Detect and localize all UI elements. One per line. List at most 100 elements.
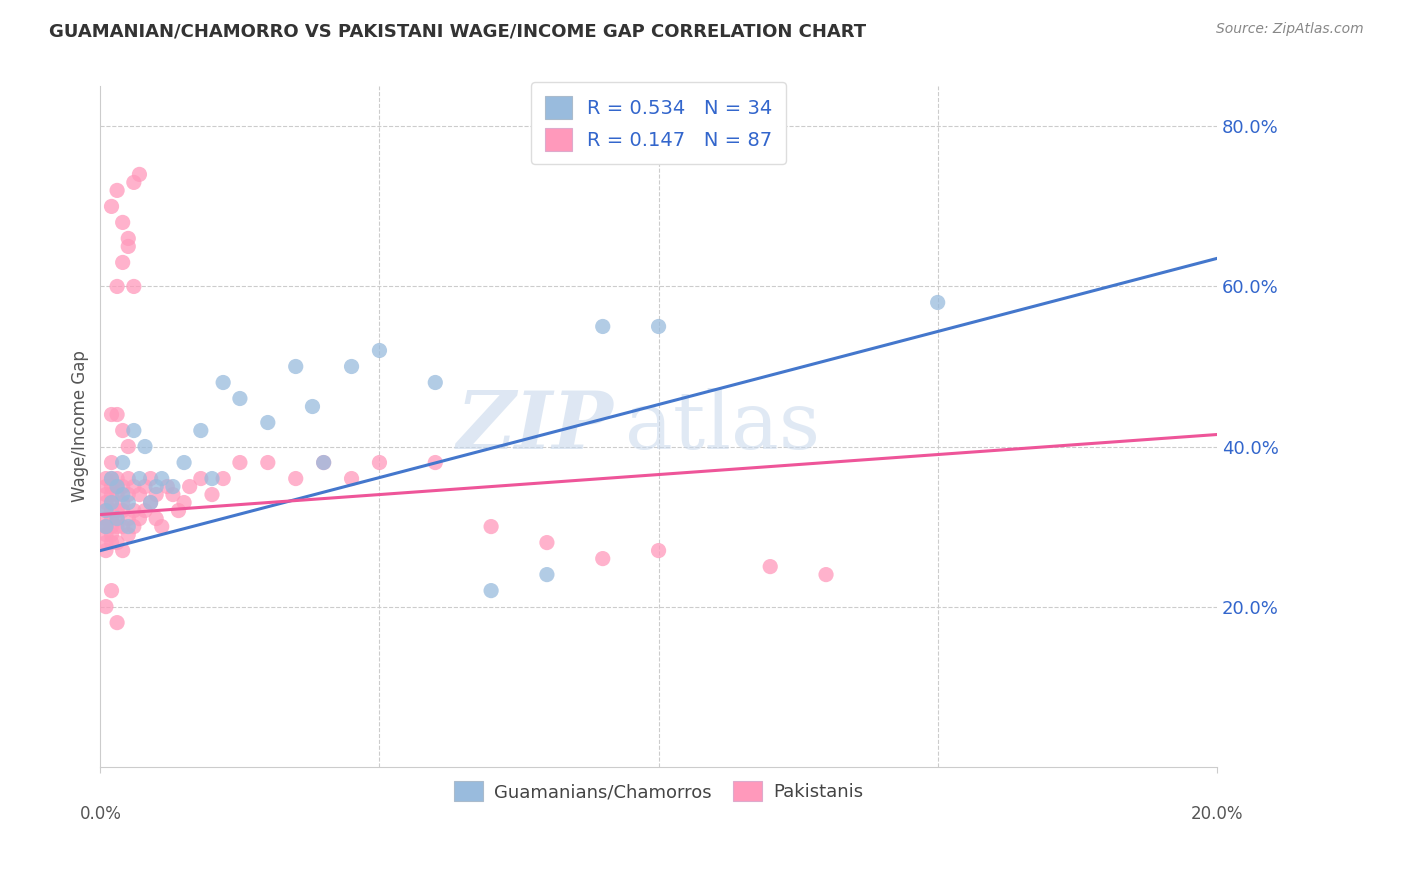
Point (122, 175, 145, 189)
Point (368, 456, 391, 470)
Point (100, 199, 122, 213)
Point (94, 479, 117, 493)
Point (111, 424, 134, 438)
Point (128, 471, 150, 485)
Point (139, 495, 162, 509)
Point (256, 416, 278, 430)
Point (134, 503, 156, 517)
Point (117, 495, 139, 509)
Point (122, 519, 145, 533)
Point (94, 543, 117, 558)
Point (145, 479, 167, 493)
Point (117, 231, 139, 245)
Point (111, 519, 134, 533)
Point (100, 535, 122, 549)
Point (128, 487, 150, 501)
Point (111, 543, 134, 558)
Point (229, 456, 252, 470)
Y-axis label: Wage/Income Gap: Wage/Income Gap (72, 351, 89, 502)
Point (117, 440, 139, 454)
Point (212, 376, 235, 390)
Point (150, 471, 173, 485)
Point (190, 424, 212, 438)
Point (122, 479, 145, 493)
Point (340, 359, 363, 374)
Point (128, 511, 150, 525)
Legend: Guamanians/Chamorros, Pakistanis: Guamanians/Chamorros, Pakistanis (447, 773, 870, 809)
Point (100, 487, 122, 501)
Text: GUAMANIAN/CHAMORRO VS PAKISTANI WAGE/INCOME GAP CORRELATION CHART: GUAMANIAN/CHAMORRO VS PAKISTANI WAGE/INC… (49, 22, 866, 40)
Point (100, 408, 122, 422)
Point (100, 479, 122, 493)
Point (117, 511, 139, 525)
Point (134, 479, 156, 493)
Point (94, 535, 117, 549)
Point (301, 400, 323, 414)
Point (100, 456, 122, 470)
Point (94, 471, 117, 485)
Point (592, 319, 614, 334)
Point (229, 392, 252, 406)
Point (111, 495, 134, 509)
Point (94, 519, 117, 533)
Point (111, 255, 134, 269)
Point (150, 519, 173, 533)
Text: 20.0%: 20.0% (1191, 805, 1243, 823)
Point (536, 535, 558, 549)
Point (105, 487, 128, 501)
Point (201, 471, 224, 485)
Point (173, 456, 195, 470)
Point (134, 440, 156, 454)
Point (128, 168, 150, 182)
Point (111, 479, 134, 493)
Point (105, 279, 128, 293)
Point (647, 319, 669, 334)
Point (105, 511, 128, 525)
Point (94, 495, 117, 509)
Point (94, 519, 117, 533)
Point (190, 471, 212, 485)
Point (156, 479, 179, 493)
Point (105, 503, 128, 517)
Point (167, 503, 190, 517)
Text: Source: ZipAtlas.com: Source: ZipAtlas.com (1216, 22, 1364, 37)
Point (100, 471, 122, 485)
Point (284, 471, 307, 485)
Point (162, 487, 184, 501)
Point (105, 479, 128, 493)
Point (815, 567, 838, 582)
Point (425, 456, 447, 470)
Point (100, 495, 122, 509)
Point (111, 215, 134, 229)
Point (256, 456, 278, 470)
Point (94, 511, 117, 525)
Point (122, 279, 145, 293)
Point (111, 487, 134, 501)
Point (100, 519, 122, 533)
Point (94, 519, 117, 533)
Point (94, 487, 117, 501)
Point (117, 487, 139, 501)
Point (94, 599, 117, 614)
Point (145, 487, 167, 501)
Point (479, 519, 502, 533)
Point (94, 503, 117, 517)
Text: atlas: atlas (626, 387, 820, 466)
Point (122, 503, 145, 517)
Point (117, 471, 139, 485)
Point (100, 495, 122, 509)
Point (105, 615, 128, 630)
Point (111, 503, 134, 517)
Point (173, 495, 195, 509)
Point (162, 479, 184, 493)
Point (94, 527, 117, 541)
Point (117, 519, 139, 533)
Point (139, 495, 162, 509)
Text: ZIP: ZIP (457, 388, 614, 466)
Point (927, 295, 949, 310)
Point (759, 559, 782, 574)
Point (139, 471, 162, 485)
Point (647, 543, 669, 558)
Point (105, 183, 128, 197)
Point (100, 503, 122, 517)
